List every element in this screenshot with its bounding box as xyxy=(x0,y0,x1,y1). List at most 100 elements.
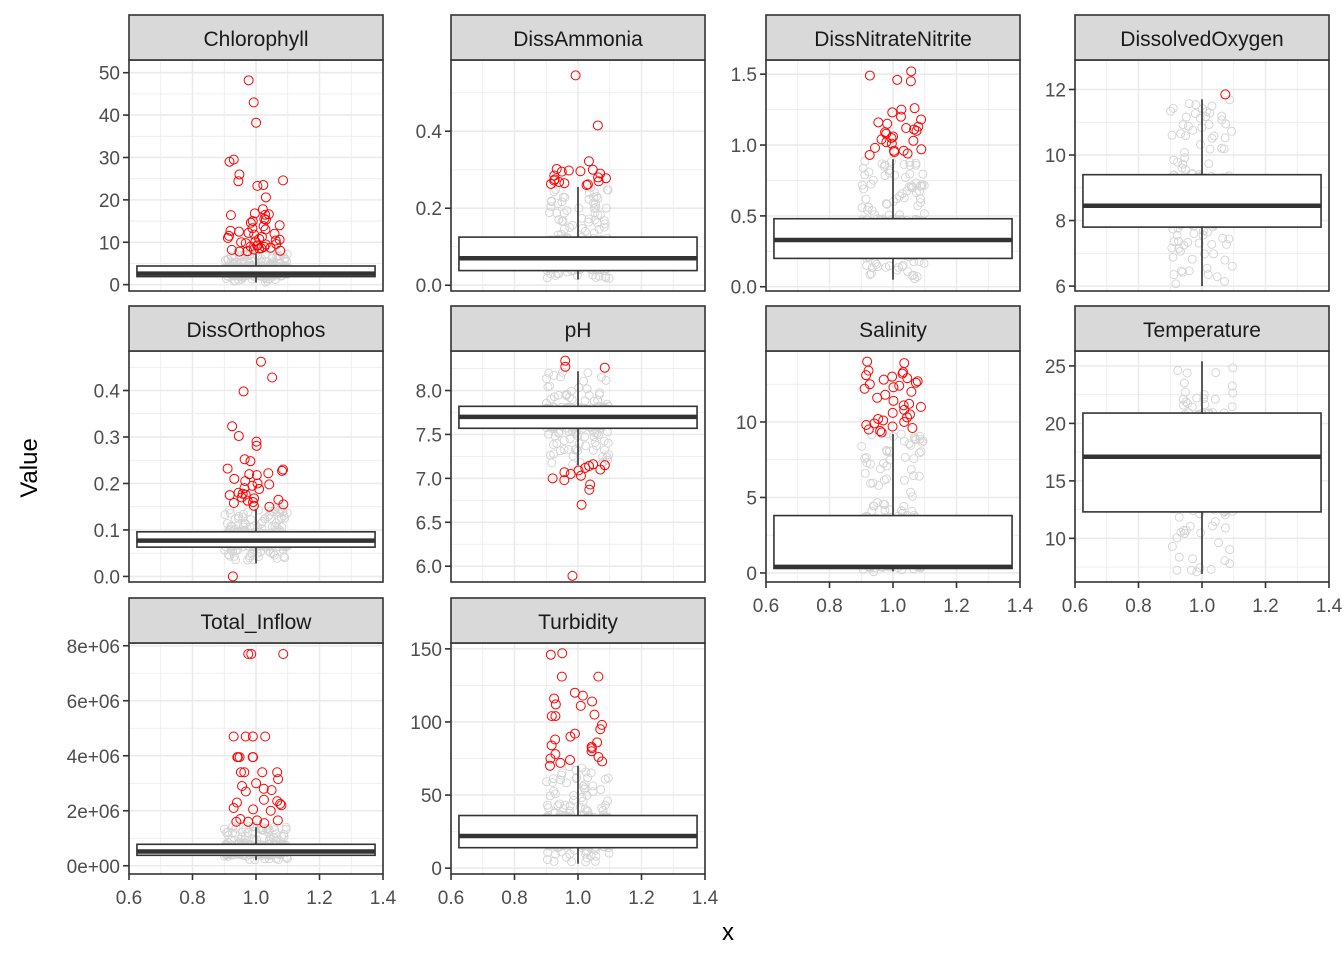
data-point xyxy=(548,774,558,784)
outlier-point xyxy=(559,467,570,478)
data-point xyxy=(240,519,250,529)
y-tick-label: 0.0 xyxy=(731,278,757,299)
outlier-point xyxy=(249,493,260,504)
y-tick-label: 10 xyxy=(736,413,757,434)
data-point xyxy=(603,796,613,806)
data-point xyxy=(263,512,273,522)
data-point xyxy=(564,762,574,772)
x-tick-label: 1.0 xyxy=(1189,596,1215,617)
outlier-point xyxy=(895,111,906,122)
y-tick-label: 4e+06 xyxy=(67,747,120,768)
y-tick-label: 0.1 xyxy=(94,521,120,542)
data-point xyxy=(1220,133,1230,143)
facet-strip xyxy=(1074,14,1330,61)
x-tick-label: 0.8 xyxy=(179,888,205,909)
outlier-points xyxy=(228,649,289,829)
data-point xyxy=(1207,101,1217,111)
outlier-point xyxy=(545,178,556,189)
outlier-point xyxy=(228,731,239,742)
outlier-point xyxy=(888,395,899,406)
data-point xyxy=(225,508,235,518)
data-point xyxy=(553,199,563,209)
data-point xyxy=(1182,368,1192,378)
outlier-point xyxy=(546,711,557,722)
data-point xyxy=(239,509,248,519)
outlier-point xyxy=(582,179,593,190)
data-point xyxy=(879,162,889,171)
outlier-point xyxy=(593,176,604,187)
data-point xyxy=(894,262,903,272)
y-tick-label: 100 xyxy=(410,713,442,734)
facet-panel-dissammonia: DissAmmonia 0.0 0.2 0.4 xyxy=(416,14,706,297)
outlier-point xyxy=(263,468,274,479)
outlier-point xyxy=(228,497,239,508)
iqr-box xyxy=(773,514,1013,570)
outlier-point xyxy=(248,244,259,255)
outlier-point xyxy=(583,156,594,167)
outlier-point xyxy=(905,76,916,87)
data-point xyxy=(909,471,919,481)
facet-strip xyxy=(450,14,706,61)
outlier-point xyxy=(245,217,256,228)
outlier-point xyxy=(240,786,251,797)
outlier-point xyxy=(565,731,576,742)
data-point xyxy=(556,770,566,780)
outlier-point xyxy=(231,816,242,827)
outlier-point xyxy=(550,711,561,722)
data-point xyxy=(544,208,554,218)
outlier-point xyxy=(559,475,570,486)
outlier-point xyxy=(589,709,600,720)
x-tick-label: 0.8 xyxy=(816,596,842,617)
data-point xyxy=(1228,388,1238,398)
y-tick-label: 8e+06 xyxy=(67,637,120,658)
gridlines xyxy=(450,351,706,582)
data-point xyxy=(221,255,230,265)
data-point xyxy=(859,184,869,194)
data-point xyxy=(243,555,253,565)
data-point xyxy=(562,778,571,788)
outlier-point xyxy=(265,805,276,816)
data-point xyxy=(916,447,926,457)
x-tick-label: 1.2 xyxy=(943,596,969,617)
data-point xyxy=(1188,125,1198,135)
data-point xyxy=(1167,541,1177,551)
data-point xyxy=(271,829,281,839)
data-point xyxy=(1212,272,1222,282)
data-point xyxy=(542,800,552,810)
data-point xyxy=(1191,100,1201,110)
data-point xyxy=(583,773,593,783)
data-point xyxy=(589,432,599,442)
data-point xyxy=(1220,255,1230,265)
data-point xyxy=(1178,400,1188,410)
data-point xyxy=(885,505,895,515)
data-point xyxy=(1204,120,1214,129)
data-point xyxy=(1166,106,1176,116)
outlier-point xyxy=(243,816,254,827)
outlier-point xyxy=(232,752,243,763)
data-point xyxy=(590,856,600,866)
data-point xyxy=(916,198,925,208)
outlier-point xyxy=(586,743,597,754)
outlier-point xyxy=(224,156,235,167)
data-point xyxy=(1174,243,1184,253)
data-point xyxy=(544,368,554,378)
data-point xyxy=(599,222,609,232)
data-point xyxy=(1195,113,1205,123)
outlier-point xyxy=(267,372,278,383)
data-point xyxy=(867,430,877,440)
outlier-point xyxy=(274,220,285,231)
outlier-point xyxy=(252,180,263,191)
data-point xyxy=(861,452,871,462)
data-point xyxy=(1218,233,1228,243)
outlier-point xyxy=(242,246,253,257)
y-tick-label: 8 xyxy=(1055,212,1066,233)
data-point xyxy=(554,390,564,400)
y-tick-label: 1.0 xyxy=(731,136,757,157)
data-point xyxy=(906,465,916,475)
outlier-point xyxy=(260,731,271,742)
data-point xyxy=(222,828,232,838)
outlier-point xyxy=(264,479,275,490)
data-point xyxy=(582,384,592,394)
y-tick-label: 0.3 xyxy=(94,428,120,449)
